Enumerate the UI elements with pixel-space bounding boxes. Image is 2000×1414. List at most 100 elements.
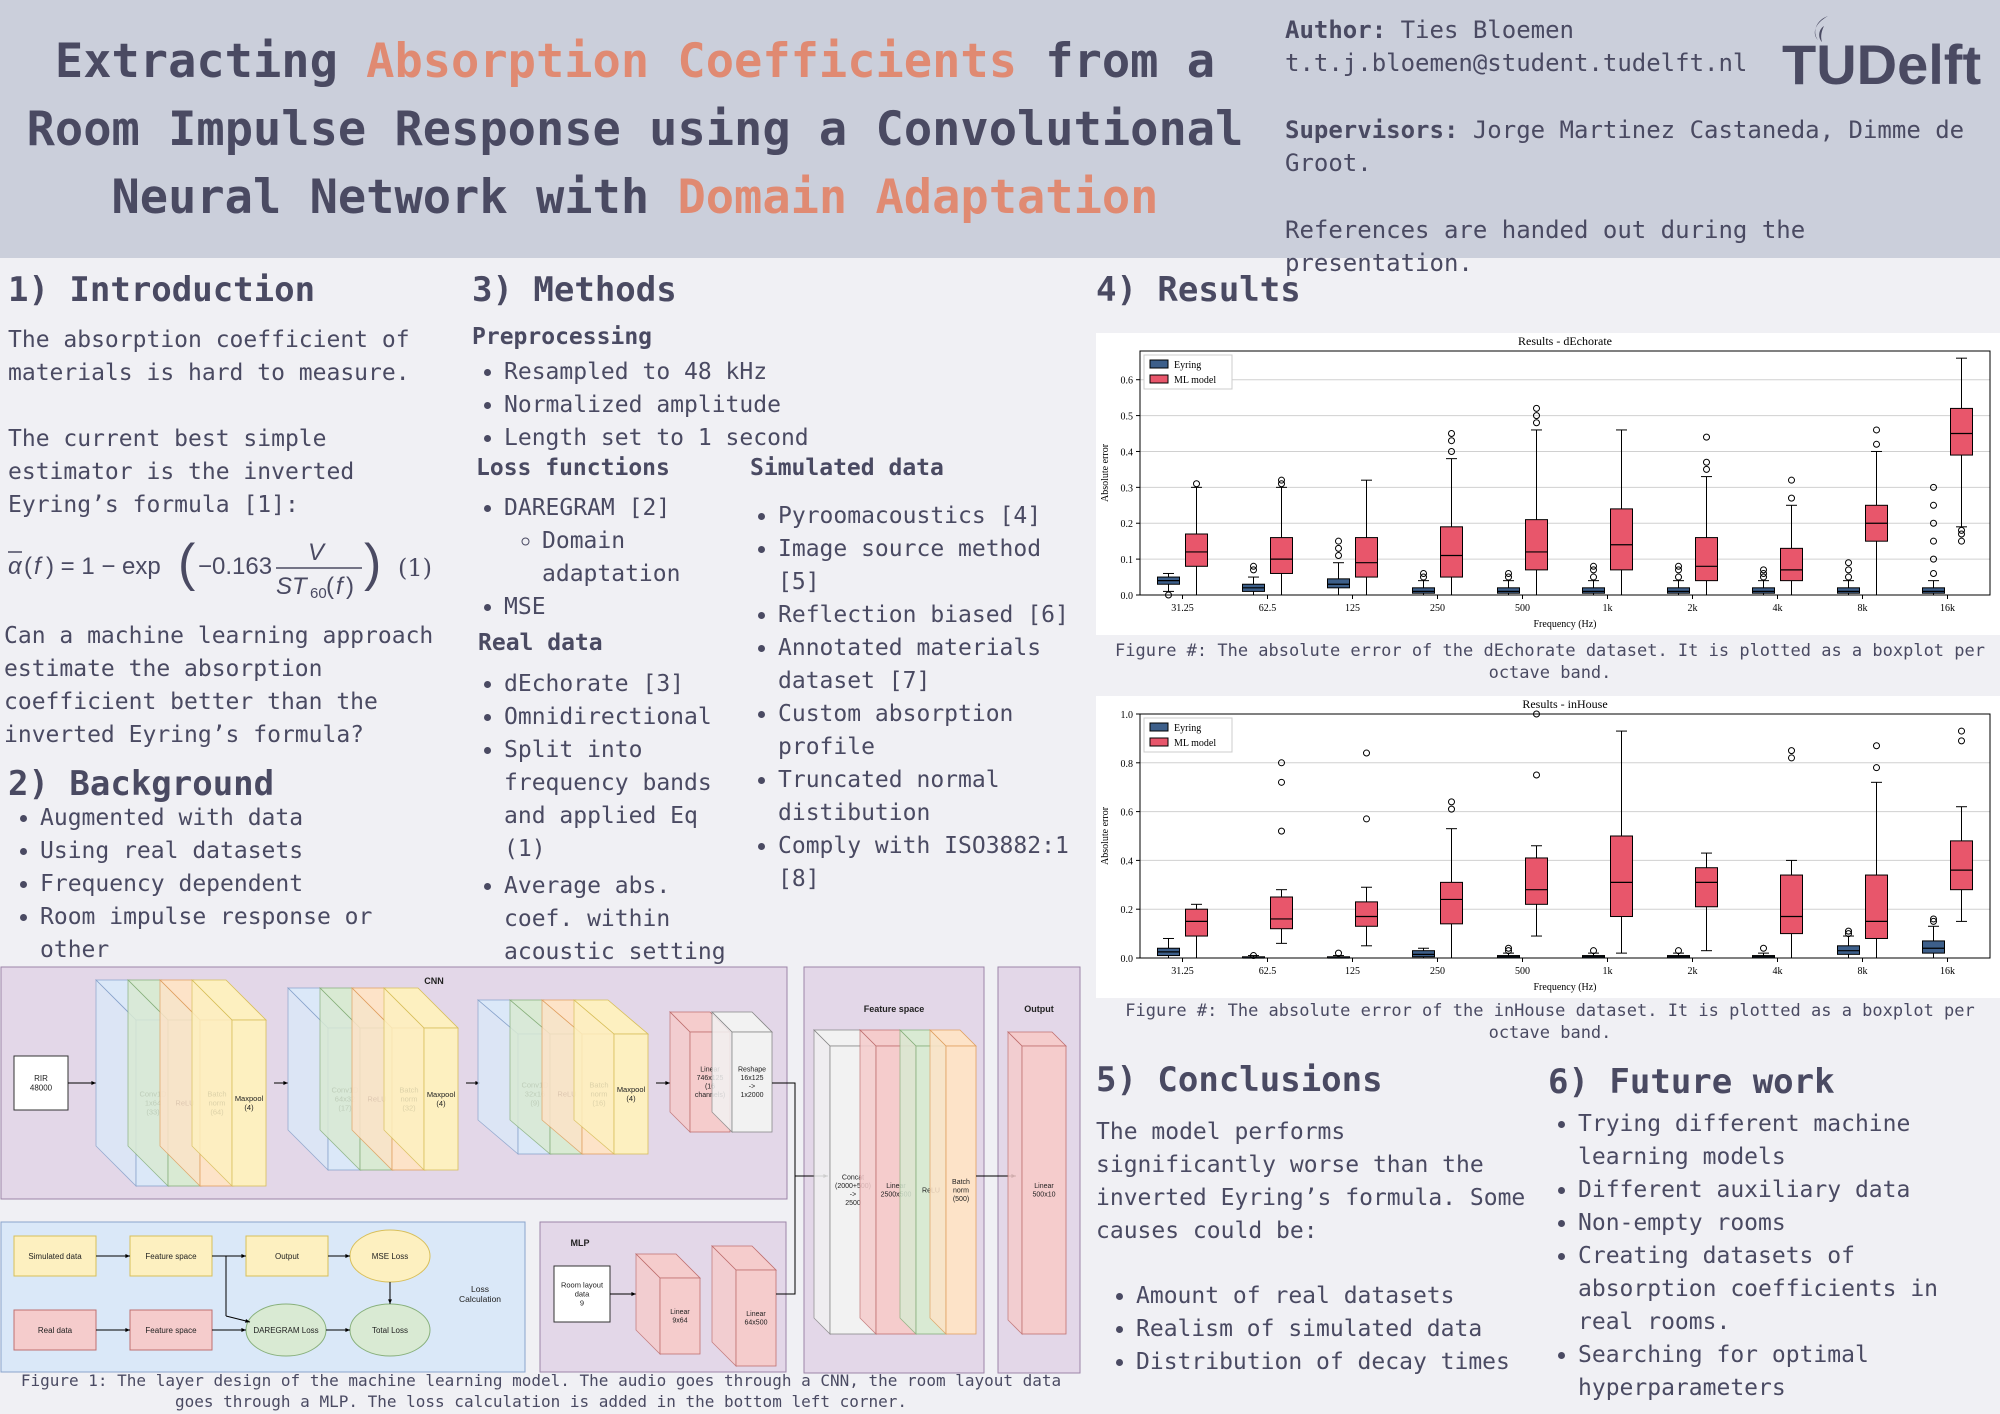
- box-body: [1355, 537, 1378, 578]
- outlier: [1420, 573, 1427, 581]
- feature-space-node-2-label: Feature space: [145, 1326, 197, 1335]
- box-body: [1837, 587, 1860, 594]
- outlier: [1760, 573, 1767, 581]
- box-eyring: [1242, 562, 1265, 596]
- outlier: [1590, 566, 1597, 574]
- outlier: [1873, 742, 1880, 750]
- list-item: Average abs. coef. within acoustic setti…: [504, 870, 742, 969]
- x-tick-label: 31.25: [1171, 603, 1194, 614]
- outlier: [1873, 426, 1880, 434]
- box-eyring: [1412, 569, 1435, 596]
- box-body: [1950, 407, 1973, 456]
- eyring-formula: α (f) = 1 − exp ( −0.163 V ST 60(f) ) (1): [8, 534, 432, 602]
- box-ml-model: [1270, 476, 1293, 596]
- layer-front: [1021, 1045, 1067, 1335]
- x-tick-label: 31.25: [1171, 966, 1194, 977]
- feature-space-node-2: [129, 1309, 213, 1351]
- box-ml-model: [1355, 479, 1378, 596]
- outlier: [1505, 569, 1512, 577]
- author-email[interactable]: t.t.j.bloemen@student.tudelft.nl: [1285, 49, 1748, 77]
- rir-label: RIR: [34, 1074, 48, 1083]
- results-heading: 4) Results: [1096, 270, 1301, 310]
- outlier: [1845, 573, 1852, 581]
- simulated-data-node: [13, 1235, 97, 1277]
- legend-label: Eyring: [1174, 723, 1201, 734]
- outlier: [1165, 591, 1172, 599]
- x-axis-label: Frequency (Hz): [1533, 982, 1596, 993]
- legend-label: Eyring: [1174, 360, 1201, 371]
- simulated-data-list: Pyroomacoustics [4] Image source method …: [746, 500, 1086, 896]
- layer-block: Maxpool(4): [191, 979, 267, 1187]
- outlier: [1590, 573, 1597, 581]
- layer-label: Linear: [886, 1183, 906, 1190]
- y-axis-label: Absolute error: [1100, 443, 1111, 502]
- list-item: Comply with ISO3882:1 [8]: [778, 830, 1086, 896]
- output-node-label: Output: [275, 1252, 300, 1261]
- outlier: [1788, 747, 1795, 755]
- list-item: Room impulse response or other: [40, 901, 448, 967]
- box-body: [1270, 896, 1293, 930]
- author-name: Ties Bloemen: [1400, 16, 1574, 44]
- intro-text-2: The current best simple estimator is the…: [8, 423, 448, 522]
- svg-text:(: (: [178, 534, 196, 592]
- outlier: [1505, 944, 1512, 952]
- layer-front: [735, 1269, 777, 1367]
- list-item: Trying different machine learning models: [1578, 1108, 2000, 1174]
- box-body: [1185, 533, 1208, 567]
- real-data-node: [13, 1309, 97, 1351]
- simulated-data-label: Simulated data: [750, 455, 944, 481]
- outlier: [1675, 947, 1682, 955]
- x-tick-label: 16k: [1940, 603, 1955, 614]
- outlier: [1448, 447, 1455, 455]
- formula-number: (1): [398, 554, 432, 582]
- box-eyring: [1412, 947, 1435, 959]
- future-heading: 6) Future work: [1548, 1062, 1835, 1102]
- svg-text:): ): [364, 534, 381, 592]
- y-tick-label: 0.6: [1121, 376, 1134, 387]
- layer-front: [423, 1027, 459, 1171]
- svg-text:): ): [346, 573, 354, 600]
- list-item: Augmented with data: [40, 802, 448, 835]
- svg-text:60: 60: [310, 585, 327, 602]
- title-highlight: Absorption Coefficients: [366, 34, 1017, 89]
- box-ml-model: [1525, 404, 1548, 596]
- intro-text-1: The absorption coefficient of materials …: [8, 324, 448, 390]
- chart-inhouse: Results - inHouse 0.0 0.2 0.4 0.6 0.8 1.0 Absol…: [1096, 696, 2000, 998]
- box-body: [1412, 950, 1435, 958]
- arrow-head: [631, 1292, 636, 1296]
- layer-label: Concat: [842, 1175, 864, 1182]
- outlier: [1335, 552, 1342, 560]
- outlier: [1930, 519, 1937, 527]
- mse-loss-node-label: MSE Loss: [372, 1252, 408, 1261]
- author-block: Author: Ties Bloemen t.t.j.bloemen@stude…: [1285, 14, 2000, 280]
- plot-frame: [1139, 713, 1991, 959]
- outlier: [1335, 544, 1342, 552]
- layer-label: (4): [244, 1103, 254, 1112]
- svg-text:−0.163: −0.163: [198, 553, 272, 580]
- layer-front: [945, 1045, 977, 1335]
- layer-label: 2500: [845, 1200, 861, 1207]
- outlier: [1448, 805, 1455, 813]
- list-item: Annotated materials dataset [7]: [778, 632, 1086, 698]
- layer-label: Linear: [700, 1067, 720, 1074]
- arrow-head: [245, 1318, 250, 1323]
- outlier: [1845, 559, 1852, 567]
- box-ml-model: [1355, 749, 1378, 947]
- box-body: [1440, 526, 1463, 578]
- outlier: [1873, 440, 1880, 448]
- list-item: Length set to 1 second: [504, 422, 852, 455]
- output-label: Output: [1024, 1004, 1054, 1014]
- box-eyring: [1837, 927, 1860, 959]
- box-body: [1780, 547, 1803, 582]
- layer-label: (500): [953, 1196, 969, 1203]
- box-eyring: [1667, 562, 1690, 596]
- box-ml-model: [1270, 759, 1293, 944]
- loss-label: Loss functions: [476, 455, 670, 481]
- y-tick-label: 0.0: [1121, 591, 1134, 602]
- arrow-head: [388, 1299, 392, 1304]
- box-body: [1270, 537, 1293, 574]
- outlier: [1703, 458, 1710, 466]
- outlier: [1278, 827, 1285, 835]
- supervisors-label: Supervisors:: [1285, 116, 1459, 144]
